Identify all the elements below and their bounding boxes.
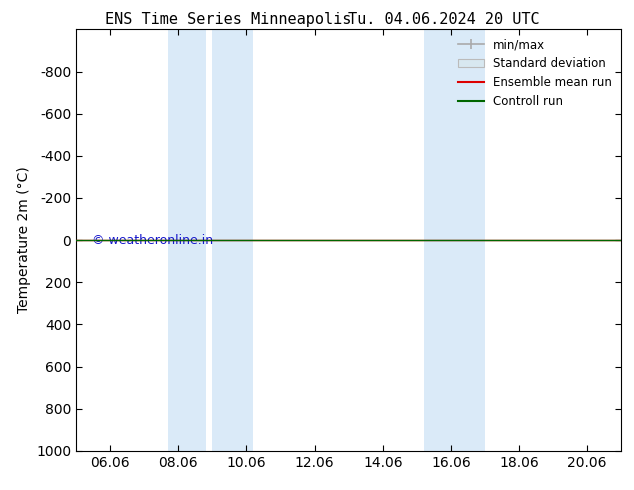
Legend: min/max, Standard deviation, Ensemble mean run, Controll run: min/max, Standard deviation, Ensemble me… — [453, 34, 617, 113]
Y-axis label: Temperature 2m (°C): Temperature 2m (°C) — [16, 167, 30, 314]
Text: Tu. 04.06.2024 20 UTC: Tu. 04.06.2024 20 UTC — [348, 12, 540, 27]
Bar — [212, 29, 253, 451]
Bar — [168, 29, 205, 451]
Text: © weatheronline.in: © weatheronline.in — [93, 234, 214, 246]
Bar — [424, 29, 485, 451]
Text: ENS Time Series Minneapolis: ENS Time Series Minneapolis — [105, 12, 351, 27]
